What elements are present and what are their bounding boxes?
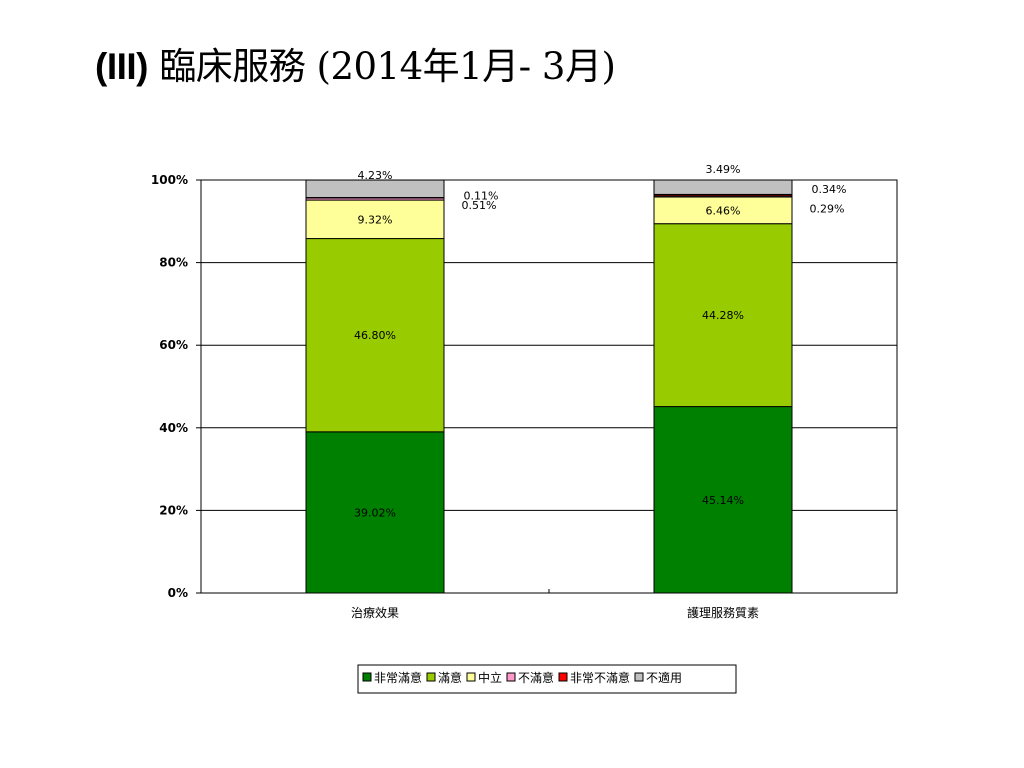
data-label: 9.32% [358,213,393,226]
legend-swatch [426,672,436,682]
title-prefix: (III) [95,46,148,87]
x-category-label: 護理服務質素 [687,605,759,620]
legend: 非常滿意 滿意 中立 不滿意 非常不滿意 不適用 [357,664,737,694]
legend-label: 不滿意 [518,670,554,685]
bar-stack-2 [653,179,793,594]
data-label: 45.14% [702,494,744,507]
legend-swatch [362,672,372,682]
legend-swatch [506,672,516,682]
legend-item: 不滿意 [506,670,554,685]
bar-segment [305,238,445,433]
legend-item: 滿意 [426,670,462,685]
y-tick-label: 40% [159,421,188,435]
legend-swatch [634,672,644,682]
legend-swatch [558,672,568,682]
bar-stacks [305,179,793,594]
y-axis-labels: 0% 20% 40% 60% 80% 100% [151,173,188,600]
bar-segment [653,223,793,408]
data-labels: 39.02% 46.80% 9.32% 0.51%0.11% 4.23% 45.14% 44… [354,163,846,519]
title-text: 臨床服務 (2014年1月- 3月) [159,45,616,88]
y-tick-label: 80% [159,256,188,270]
plot-area-frame [200,179,898,594]
bar-stack-1 [305,179,445,594]
bar-segment [653,406,793,594]
data-label: 0.51% [462,199,497,212]
page-title: (III) 臨床服務 (2014年1月- 3月) [95,36,616,90]
data-label: 4.23% [358,169,393,182]
bar-segment [653,179,793,195]
y-tick-label: 0% [168,586,188,600]
legend-label: 滿意 [438,670,462,685]
data-label: 44.28% [702,309,744,322]
legend-label: 不適用 [646,670,682,685]
x-category-label: 治療效果 [351,605,399,620]
legend-item: 非常不滿意 [558,670,630,685]
legend-box [357,664,737,694]
legend-label: 非常不滿意 [570,670,630,685]
legend-swatch [466,672,476,682]
x-axis-labels: 治療效果 護理服務質素 [351,605,759,620]
legend-label: 非常滿意 [374,670,422,685]
bar-segment [305,199,445,240]
data-label: 0.34% [812,183,847,196]
data-label: 39.02% [354,506,396,519]
data-label: 3.49% [706,163,741,176]
y-tick-label: 60% [159,338,188,352]
bar-segment [305,179,445,199]
y-tick-label: 20% [159,503,188,517]
bar-segment [305,431,445,594]
legend-label: 中立 [478,670,502,685]
data-label: 46.80% [354,329,396,342]
data-label: 0.11% [464,190,499,203]
legend-item: 中立 [466,670,502,685]
legend-item: 不適用 [634,670,682,685]
legend-item: 非常滿意 [362,670,422,685]
data-label: 0.29% [810,202,845,215]
data-label: 6.46% [706,204,741,217]
y-tick-label: 100% [151,173,188,187]
